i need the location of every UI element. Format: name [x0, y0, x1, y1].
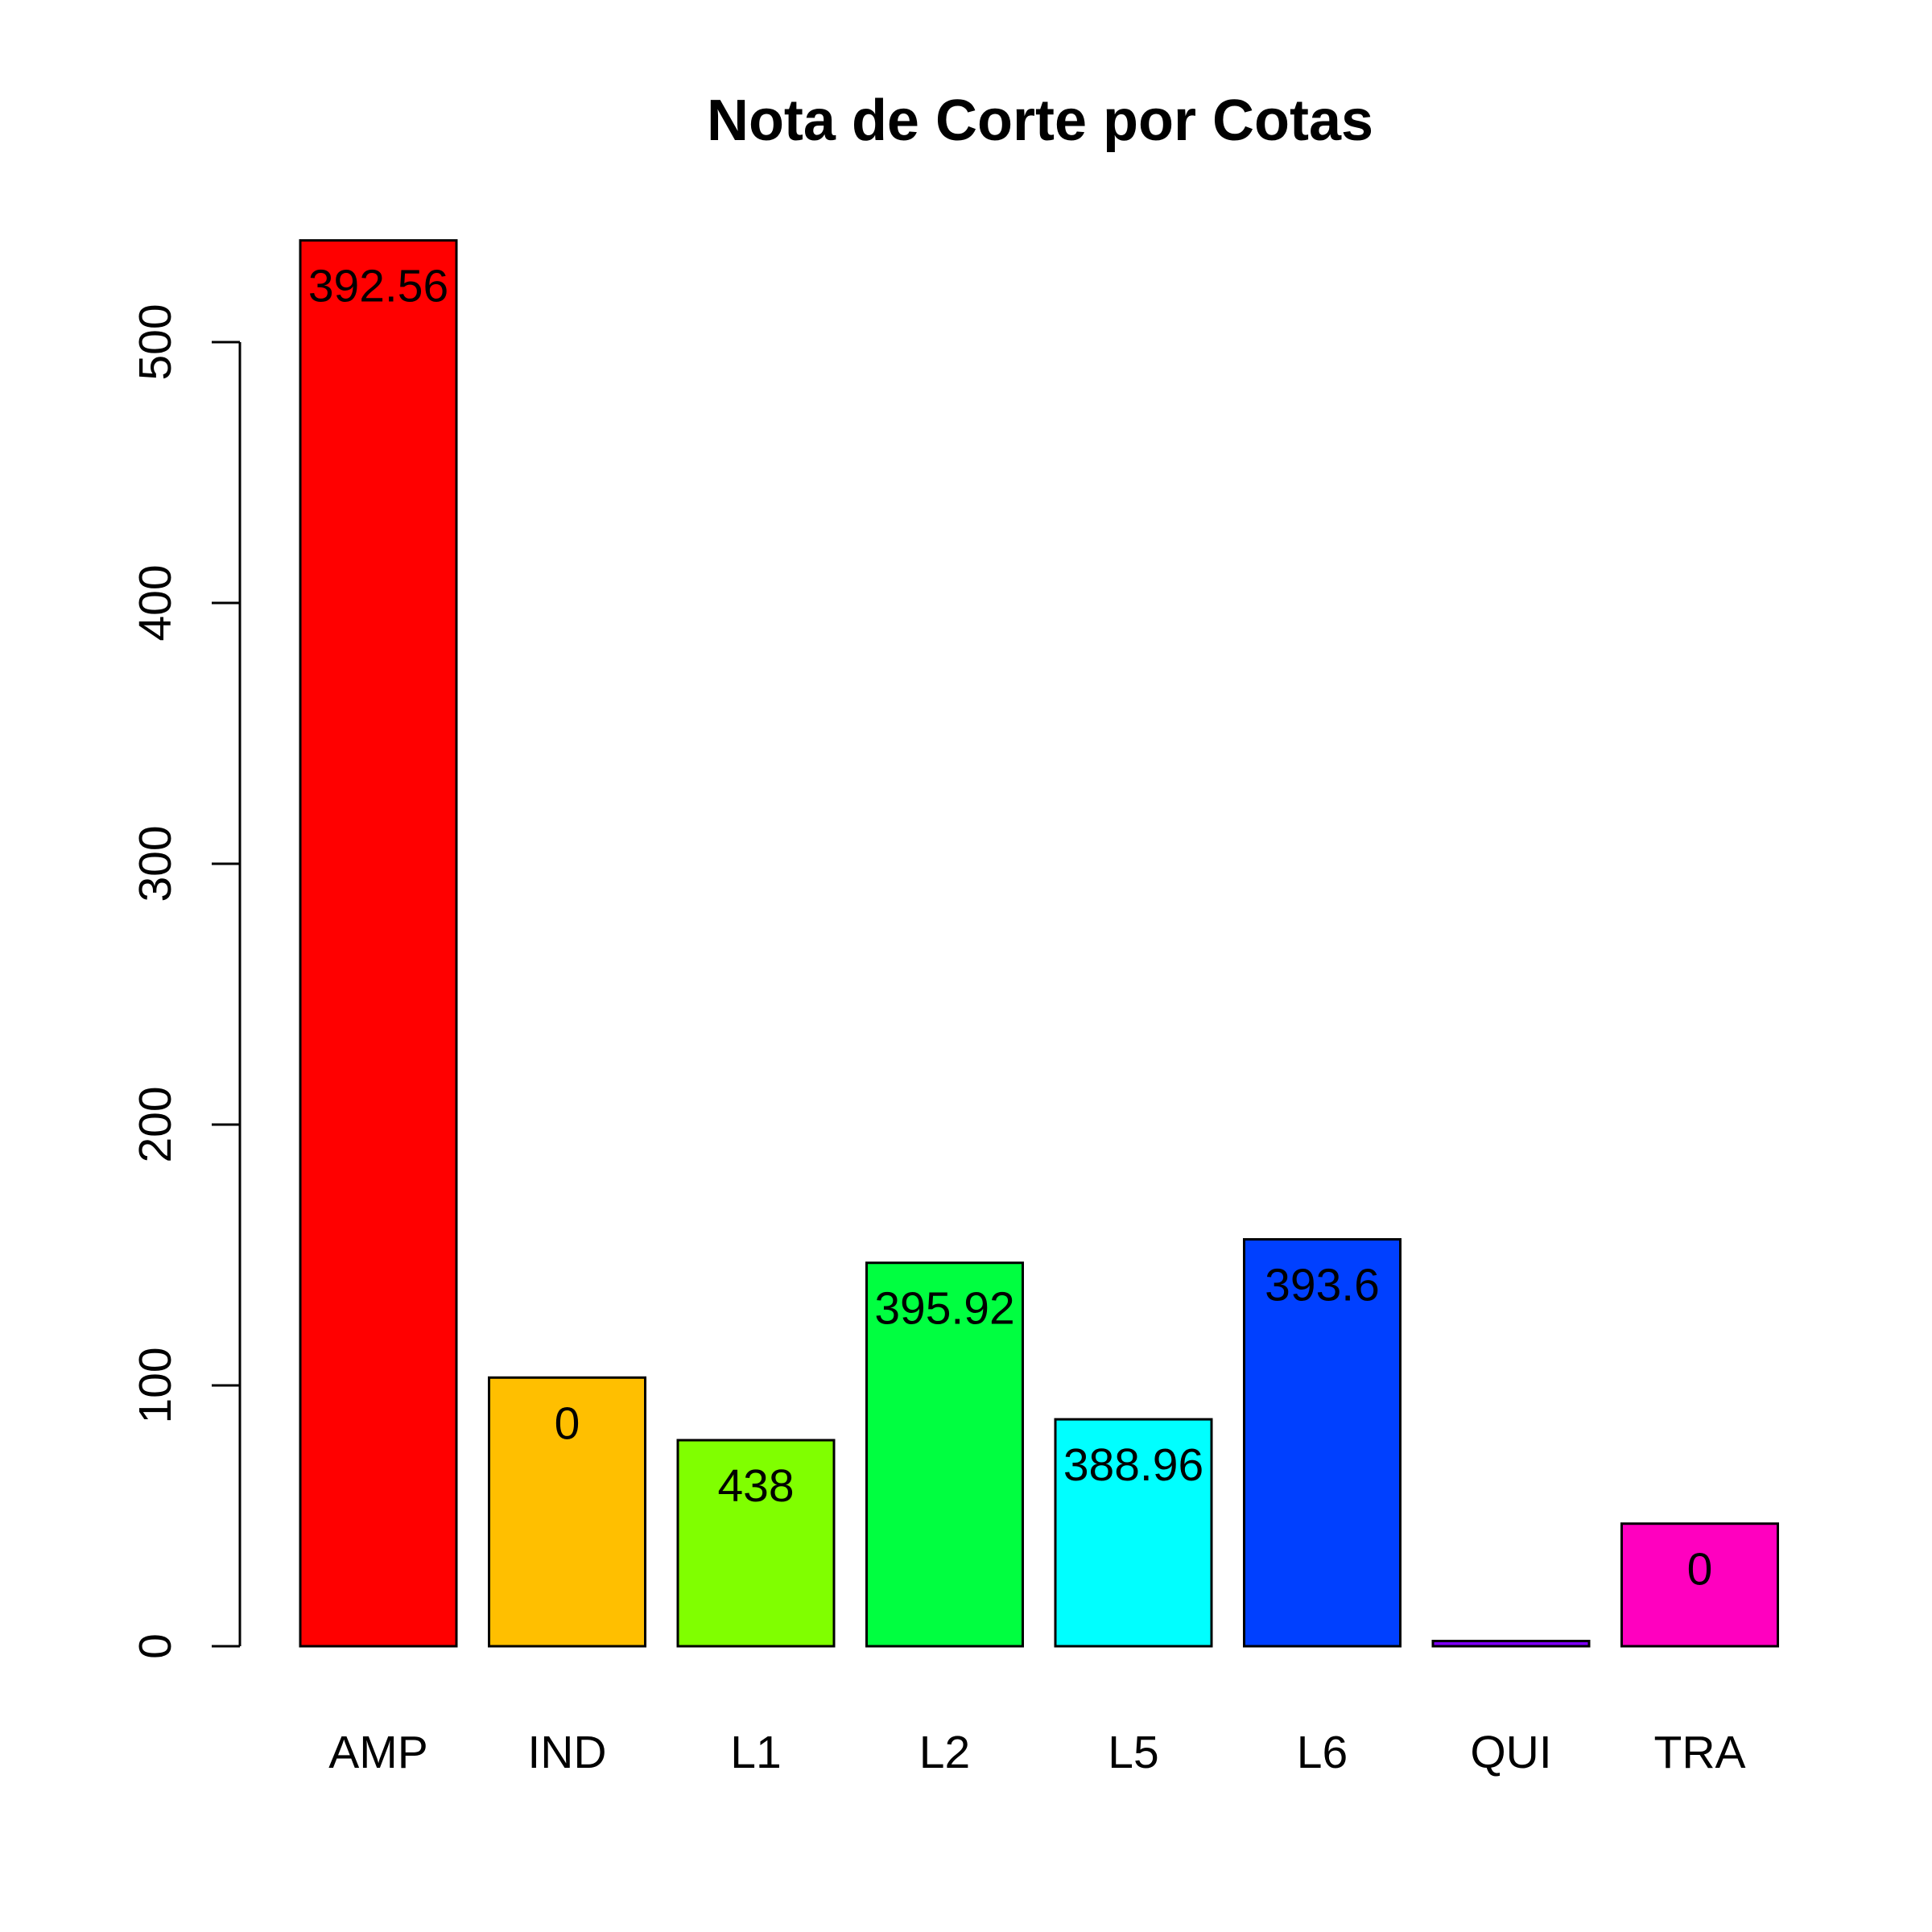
bars: [299, 239, 1779, 1648]
x-category-label: IND: [527, 1727, 606, 1778]
bar-qui: [1431, 1640, 1591, 1648]
y-tick-label: 500: [130, 303, 181, 380]
x-category-label: QUI: [1470, 1727, 1551, 1778]
x-category-label: AMP: [328, 1727, 428, 1778]
y-tick-label: 400: [130, 564, 181, 641]
x-category-label: L6: [1297, 1727, 1348, 1778]
bar-tra: [1620, 1522, 1779, 1648]
y-axis: 0 100 200 300 400 500: [130, 303, 242, 1659]
chart-title: Nota de Corte por Cotas: [707, 89, 1373, 153]
bar-value-label: 392.56: [308, 261, 448, 312]
bar-ind: [488, 1376, 646, 1648]
bar-amp: [299, 239, 458, 1648]
bar-l2: [865, 1261, 1024, 1648]
bar-l1: [676, 1439, 836, 1648]
y-tick-label: 300: [130, 825, 181, 902]
x-category-label: L1: [730, 1727, 781, 1778]
bar-labels: 392.56 0 438 395.92 388.96 393.6 0: [308, 261, 1713, 1596]
bar-value-label: 0: [1687, 1544, 1713, 1596]
x-category-label: L2: [919, 1727, 970, 1778]
y-tick-label: 200: [130, 1086, 181, 1162]
x-category-label: TRA: [1654, 1727, 1746, 1778]
x-category-label: L5: [1108, 1727, 1158, 1778]
bar-value-label: 0: [555, 1397, 580, 1449]
x-axis-labels: AMP IND L1 L2 L5 L6 QUI TRA: [328, 1727, 1745, 1778]
bar-l5: [1054, 1418, 1213, 1648]
bar-value-label: 388.96: [1063, 1439, 1203, 1491]
y-tick-label: 0: [130, 1633, 181, 1659]
bar-value-label: 395.92: [874, 1283, 1014, 1335]
bar-value-label: 438: [717, 1460, 794, 1512]
bar-l6: [1243, 1238, 1402, 1648]
y-tick-label: 100: [130, 1347, 181, 1423]
bar-value-label: 393.6: [1265, 1260, 1380, 1311]
